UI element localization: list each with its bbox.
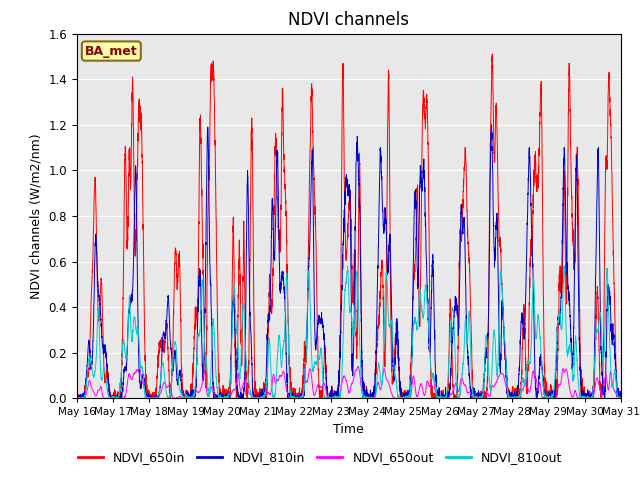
Legend: NDVI_650in, NDVI_810in, NDVI_650out, NDVI_810out: NDVI_650in, NDVI_810in, NDVI_650out, NDV… [72, 446, 568, 469]
X-axis label: Time: Time [333, 423, 364, 436]
Text: BA_met: BA_met [85, 45, 138, 58]
Title: NDVI channels: NDVI channels [288, 11, 410, 29]
Y-axis label: NDVI channels (W/m2/nm): NDVI channels (W/m2/nm) [30, 133, 43, 299]
